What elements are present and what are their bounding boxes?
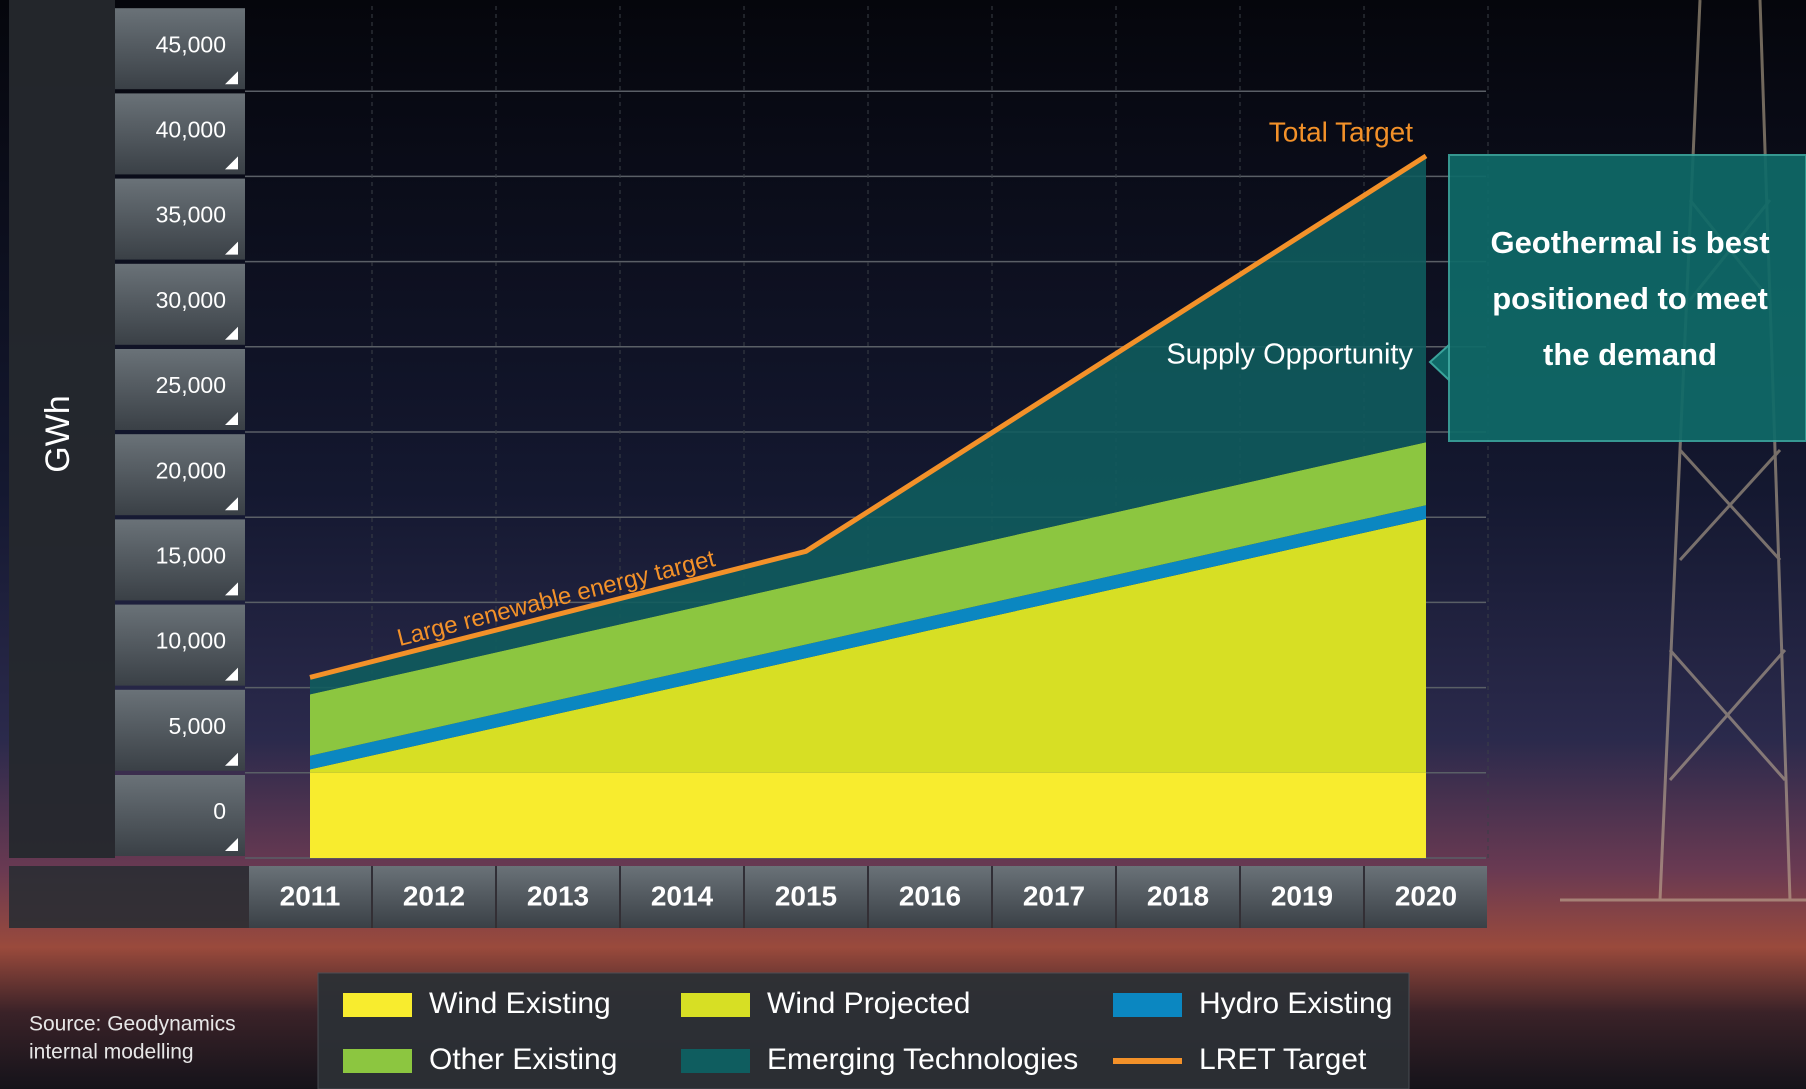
x-tick-label: 2018 xyxy=(1147,880,1209,911)
x-tick-label: 2020 xyxy=(1395,880,1457,911)
y-tick-label: 5,000 xyxy=(168,713,226,739)
y-tick-cell xyxy=(115,775,245,856)
x-tick-cell xyxy=(621,866,743,928)
x-tick-cell xyxy=(745,866,867,928)
legend-label: Other Existing xyxy=(429,1043,617,1076)
y-tick-marker xyxy=(225,582,238,596)
legend-label: Wind Projected xyxy=(767,987,970,1020)
legend-label: Wind Existing xyxy=(429,987,611,1020)
x-tick-label: 2011 xyxy=(280,880,341,911)
y-tick-label: 20,000 xyxy=(156,457,226,483)
x-tick-cell xyxy=(1365,866,1487,928)
y-tick-cell xyxy=(115,8,245,90)
callout-pointer xyxy=(1428,342,1450,383)
legend-swatch xyxy=(1113,993,1182,1017)
x-tick-label: 2017 xyxy=(1023,880,1085,911)
x-tick-cell xyxy=(373,866,495,928)
legend-swatch xyxy=(343,993,412,1017)
area xyxy=(310,442,1426,756)
y-tick-cell xyxy=(115,519,245,601)
y-tick-label: 0 xyxy=(213,798,226,824)
area xyxy=(310,155,1426,695)
y-tick-marker xyxy=(225,412,238,425)
y-tick-cell xyxy=(115,434,245,516)
legend-swatch xyxy=(1113,1058,1182,1064)
legend-label: LRET Target xyxy=(1199,1043,1367,1076)
x-tick-label: 2016 xyxy=(899,880,961,911)
y-tick-label: 10,000 xyxy=(156,628,226,654)
y-tick-marker xyxy=(225,71,238,85)
annotation: Total Target xyxy=(1269,116,1413,147)
x-tick-cell xyxy=(869,866,991,928)
y-tick-marker xyxy=(225,838,238,851)
legend-box xyxy=(317,972,1410,1089)
y-tick-label: 45,000 xyxy=(156,31,226,57)
source-note: Source: Geodynamics xyxy=(29,1013,236,1036)
y-tick-marker xyxy=(225,156,238,170)
y-tick-label: 40,000 xyxy=(156,116,226,142)
callout-text: positioned to meet xyxy=(1492,281,1768,316)
line xyxy=(309,153,1428,680)
y-tick-cell xyxy=(115,178,245,260)
x-tick-label: 2014 xyxy=(651,880,714,911)
y-tick-cell xyxy=(115,349,245,430)
area xyxy=(310,518,1426,773)
legend-swatch xyxy=(681,1049,750,1073)
y-tick-cell xyxy=(115,689,245,771)
y-tick-marker xyxy=(225,326,238,340)
y-tick-label: 35,000 xyxy=(156,202,226,228)
x-tick-label: 2015 xyxy=(775,880,837,911)
callout-text: Geothermal is best xyxy=(1490,225,1769,260)
y-tick-marker xyxy=(225,497,238,511)
y-tick-label: 30,000 xyxy=(156,287,226,313)
callout-text: the demand xyxy=(1543,337,1717,372)
y-tick-marker xyxy=(225,667,238,681)
x-tick-cell xyxy=(249,866,371,928)
x-tick-cell xyxy=(1117,866,1239,928)
y-label-column xyxy=(9,0,115,858)
y-tick-marker xyxy=(225,752,238,766)
x-tick-cell xyxy=(497,866,619,928)
area xyxy=(310,772,1426,858)
x-tick-label: 2019 xyxy=(1271,880,1333,911)
area xyxy=(310,505,1426,770)
legend-label: Hydro Existing xyxy=(1199,987,1392,1020)
y-tick-marker xyxy=(225,241,238,255)
x-tick-cell xyxy=(1241,866,1363,928)
callout-box xyxy=(1448,154,1806,442)
x-tick-cell xyxy=(993,866,1115,928)
plot xyxy=(245,6,1489,859)
source-note: internal modelling xyxy=(29,1041,194,1064)
x-tick-label: 2012 xyxy=(403,880,465,911)
annotation: Supply Opportunity xyxy=(1166,339,1413,371)
y-tick-label: 15,000 xyxy=(156,542,226,568)
legend-swatch xyxy=(681,993,750,1017)
y-tick-cell xyxy=(115,604,245,686)
x-tick-label: 2013 xyxy=(527,880,589,911)
y-tick-label: 25,000 xyxy=(156,372,226,398)
legend-label: Emerging Technologies xyxy=(767,1043,1078,1076)
legend-swatch xyxy=(343,1049,412,1073)
y-tick-cell xyxy=(115,263,245,345)
y-axis-label: GWh xyxy=(39,395,77,472)
y-tick-cell xyxy=(115,93,245,175)
